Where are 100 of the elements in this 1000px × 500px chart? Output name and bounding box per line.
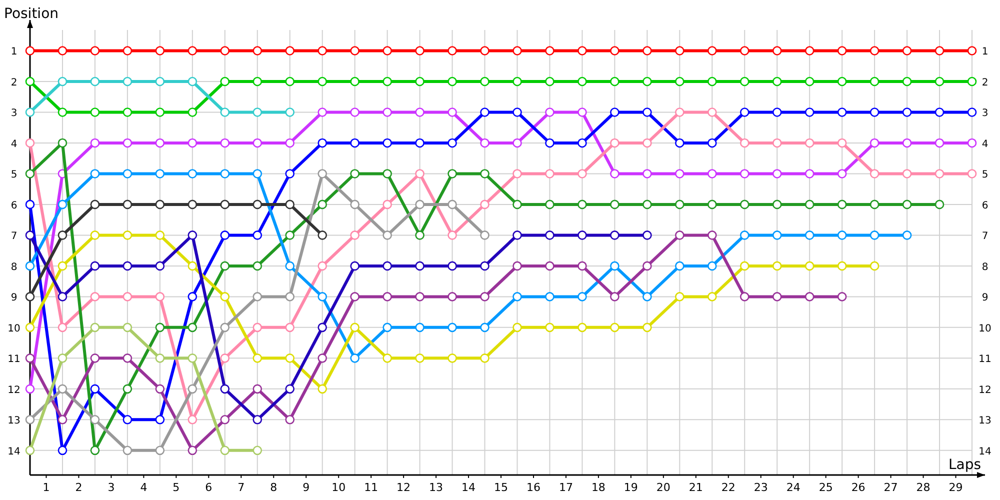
y-tick-label: 14 xyxy=(8,446,20,458)
point xyxy=(934,108,944,117)
point xyxy=(58,354,68,363)
y-tick-label: 1 xyxy=(10,46,18,58)
x-tick-label: 9 xyxy=(302,481,310,494)
point xyxy=(155,169,165,178)
point xyxy=(902,138,912,148)
y2-tick-label: 1 xyxy=(982,46,988,58)
point xyxy=(480,138,490,148)
x-tick-label: 29 xyxy=(948,481,963,494)
point xyxy=(318,200,327,210)
point xyxy=(58,322,68,332)
point xyxy=(350,169,360,178)
point xyxy=(122,230,132,240)
point xyxy=(870,200,880,210)
point xyxy=(512,169,522,178)
y-tick-label: 10 xyxy=(8,323,20,334)
point xyxy=(90,292,100,302)
point xyxy=(934,138,944,148)
point xyxy=(448,354,457,363)
point xyxy=(252,292,262,302)
point xyxy=(480,200,490,210)
point xyxy=(122,200,132,210)
point xyxy=(448,261,457,271)
point xyxy=(285,108,295,117)
x-tick-label: 22 xyxy=(721,481,736,494)
x-tick-label: 1 xyxy=(42,481,50,494)
point xyxy=(902,200,912,210)
point xyxy=(220,354,230,363)
point xyxy=(675,169,684,178)
point xyxy=(318,169,327,178)
point xyxy=(382,292,392,302)
point xyxy=(512,261,522,271)
point xyxy=(610,76,620,86)
point xyxy=(188,169,198,178)
point xyxy=(122,384,132,394)
point xyxy=(90,354,100,363)
x-tick-label: 21 xyxy=(688,481,703,494)
point xyxy=(415,200,424,210)
point xyxy=(578,200,587,210)
point xyxy=(480,261,490,271)
point xyxy=(804,169,814,178)
point xyxy=(740,200,750,210)
point xyxy=(578,322,587,332)
x-axis-title: Laps xyxy=(948,457,981,473)
point xyxy=(415,169,424,178)
point xyxy=(90,200,100,210)
point xyxy=(740,230,750,240)
point xyxy=(934,169,944,178)
point xyxy=(350,292,360,302)
point xyxy=(25,46,35,56)
point xyxy=(220,384,230,394)
point xyxy=(740,169,750,178)
point xyxy=(58,200,68,210)
x-tick-label: 12 xyxy=(396,481,411,494)
point xyxy=(318,76,327,86)
point xyxy=(804,46,814,56)
point xyxy=(220,415,230,424)
point xyxy=(25,415,35,424)
point xyxy=(285,322,295,332)
point xyxy=(220,200,230,210)
y-tick-label: 6 xyxy=(10,200,18,212)
point xyxy=(415,46,424,56)
point xyxy=(90,108,100,117)
point xyxy=(350,46,360,56)
y2-tick-label: 14 xyxy=(978,446,992,458)
point xyxy=(350,200,360,210)
point xyxy=(382,230,392,240)
point xyxy=(285,354,295,363)
point xyxy=(252,169,262,178)
x-tick-label: 26 xyxy=(851,481,866,494)
point xyxy=(642,169,652,178)
point xyxy=(545,169,554,178)
point xyxy=(804,200,814,210)
point xyxy=(25,384,35,394)
point xyxy=(25,200,35,210)
point xyxy=(740,108,750,117)
point xyxy=(155,415,165,424)
y2-tick-label: 13 xyxy=(978,416,992,427)
point xyxy=(318,322,327,332)
point xyxy=(350,354,360,363)
point xyxy=(382,322,392,332)
point xyxy=(350,138,360,148)
point xyxy=(220,76,230,86)
y-tick-label: 11 xyxy=(8,354,20,366)
point xyxy=(512,108,522,117)
point xyxy=(772,76,782,86)
point xyxy=(252,415,262,424)
point xyxy=(480,108,490,117)
point xyxy=(25,261,35,271)
y2-tick-label: 9 xyxy=(982,292,988,304)
point xyxy=(578,230,587,240)
x-tick-label: 11 xyxy=(364,481,378,494)
point xyxy=(804,261,814,271)
point xyxy=(934,76,944,86)
point xyxy=(350,108,360,117)
point xyxy=(967,76,977,86)
point xyxy=(707,108,717,117)
point xyxy=(610,261,620,271)
point xyxy=(837,200,847,210)
